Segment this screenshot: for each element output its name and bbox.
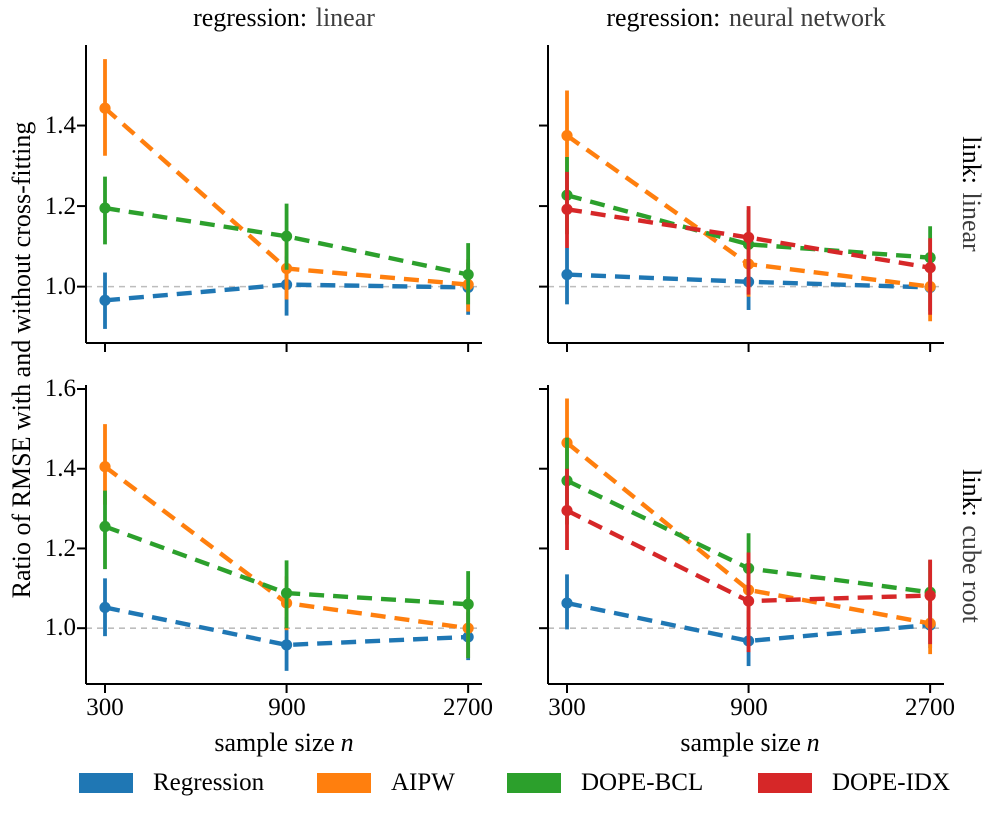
legend-item-dope-idx: DOPE-IDX <box>758 769 951 796</box>
data-point-marker <box>99 520 111 533</box>
series-aipw <box>99 59 474 312</box>
legend-swatch-regression <box>79 773 133 793</box>
xtick-label: 300 <box>548 694 586 721</box>
col-title-left-value: linear <box>315 3 375 32</box>
series-line <box>566 193 931 260</box>
legend-label: DOPE-BCL <box>581 769 704 796</box>
data-point-marker <box>561 130 573 142</box>
data-point-marker <box>924 262 936 274</box>
data-point-marker <box>561 597 573 609</box>
legend-label: AIPW <box>391 769 455 796</box>
data-point-marker <box>280 587 293 599</box>
ytick-label: 1.2 <box>44 193 76 220</box>
data-point-marker <box>280 230 293 242</box>
data-point-marker <box>99 601 111 614</box>
x-axis-label-right: sample size n <box>680 728 820 757</box>
series-line <box>565 441 931 626</box>
data-point-marker <box>561 268 573 281</box>
data-point-marker <box>99 461 111 473</box>
subplot-top-right <box>539 45 944 352</box>
col-title-left-variable: regression: <box>193 3 308 32</box>
xtick-label: 2700 <box>905 694 955 721</box>
col-title-right-value: neural network <box>729 3 886 32</box>
legend-swatch-aipw <box>317 773 371 793</box>
data-point-marker <box>924 589 936 602</box>
ytick-label: 1.6 <box>44 375 76 402</box>
data-point-marker <box>99 294 111 306</box>
series-line <box>104 205 469 277</box>
series-line <box>566 600 931 644</box>
ytick-label: 1.0 <box>44 273 76 300</box>
data-point-marker <box>462 598 474 610</box>
data-point-marker <box>561 203 573 215</box>
series-dope-bcl <box>99 490 474 659</box>
col-title-left: regression: linear <box>86 2 482 34</box>
legend-swatch-dope-idx <box>758 773 812 793</box>
series-line <box>566 207 931 270</box>
legend-item-dope-bcl: DOPE-BCL <box>507 769 704 796</box>
data-point-marker <box>561 504 573 517</box>
ytick-label: 1.0 <box>44 614 76 641</box>
x-axis-label-left: sample size n <box>214 728 354 757</box>
legend-item-regression: Regression <box>79 769 265 796</box>
subplot-bottom-right <box>539 385 944 693</box>
series-dope-idx <box>561 171 936 315</box>
col-title-right: regression: neural network <box>548 2 944 34</box>
series-dope-bcl <box>99 176 474 305</box>
legend-label: DOPE-IDX <box>832 769 951 796</box>
xtick-label: 300 <box>86 694 124 721</box>
data-point-marker <box>742 595 755 607</box>
series-line <box>104 605 469 648</box>
ytick-label: 1.4 <box>44 455 76 482</box>
data-point-marker <box>742 231 755 244</box>
xtick-label: 900 <box>268 694 306 721</box>
legend-swatch-dope-bcl <box>507 773 561 793</box>
data-point-marker <box>280 639 293 651</box>
ytick-label: 1.4 <box>44 112 76 139</box>
series-dope-idx <box>561 468 936 653</box>
ytick-label: 1.2 <box>44 535 76 562</box>
data-point-marker <box>99 102 111 114</box>
xtick-label: 900 <box>730 694 768 721</box>
row-title-bottom: link:cube root <box>957 469 986 623</box>
subplot-bottom-left <box>77 385 482 693</box>
data-point-marker <box>462 268 474 281</box>
legend-label: Regression <box>153 769 265 796</box>
col-title-right-variable: regression: <box>606 3 721 32</box>
subplot-top-left <box>77 45 482 352</box>
data-point-marker <box>99 202 111 214</box>
xtick-label: 2700 <box>443 694 493 721</box>
legend-item-aipw: AIPW <box>317 769 455 796</box>
row-title-top: link:linear <box>957 136 986 252</box>
